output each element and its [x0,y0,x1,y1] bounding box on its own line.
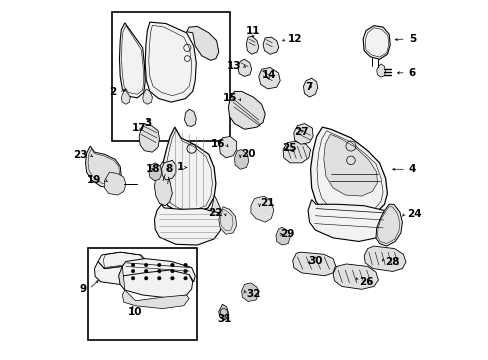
Text: 14: 14 [262,69,276,80]
Circle shape [183,269,187,273]
Text: 27: 27 [294,127,308,137]
Polygon shape [119,23,145,98]
Polygon shape [98,252,148,269]
Polygon shape [364,246,405,271]
Text: 5: 5 [408,34,415,44]
Text: 19: 19 [87,175,102,185]
Polygon shape [263,37,278,54]
Text: 31: 31 [217,314,232,324]
Polygon shape [250,196,273,222]
Polygon shape [246,36,258,54]
Circle shape [131,263,135,267]
Text: 1: 1 [176,162,183,172]
Text: 32: 32 [246,289,260,298]
Text: 25: 25 [282,143,296,153]
Polygon shape [283,141,310,163]
Polygon shape [154,204,222,245]
Text: 28: 28 [385,257,399,267]
Text: 29: 29 [280,229,294,239]
Text: 30: 30 [308,256,323,266]
Polygon shape [218,207,236,234]
Circle shape [170,276,174,280]
Polygon shape [148,163,162,181]
Text: 24: 24 [406,209,421,219]
Polygon shape [121,90,130,104]
Polygon shape [363,26,389,59]
Polygon shape [275,227,290,245]
Text: 3: 3 [144,118,151,128]
Polygon shape [154,161,172,206]
Polygon shape [238,59,251,76]
Polygon shape [104,172,125,195]
Text: 20: 20 [241,149,255,159]
Text: 16: 16 [210,139,224,149]
Circle shape [170,263,174,267]
Circle shape [157,263,161,267]
Circle shape [144,263,148,267]
Polygon shape [162,127,216,214]
Circle shape [157,276,161,280]
Polygon shape [186,26,218,60]
Polygon shape [292,252,335,276]
Polygon shape [139,123,159,152]
Polygon shape [145,22,196,102]
Bar [112,12,230,141]
Polygon shape [376,64,385,77]
Circle shape [170,269,174,273]
Polygon shape [228,91,264,129]
Polygon shape [323,134,377,196]
Text: 12: 12 [287,34,301,44]
Polygon shape [234,150,248,169]
Circle shape [157,269,161,273]
Polygon shape [241,283,258,301]
Text: 2: 2 [108,87,116,98]
Text: 22: 22 [208,208,223,218]
Text: 15: 15 [223,93,237,103]
Polygon shape [293,123,312,144]
Text: 23: 23 [73,150,87,160]
Text: 8: 8 [165,164,173,174]
Text: 10: 10 [128,307,142,317]
Polygon shape [375,204,402,246]
Polygon shape [218,304,228,320]
Circle shape [144,269,148,273]
Text: 7: 7 [305,82,312,92]
Text: 18: 18 [146,164,161,174]
Polygon shape [219,136,236,158]
Polygon shape [119,266,124,290]
Polygon shape [310,127,386,219]
Polygon shape [162,160,176,180]
Text: 11: 11 [245,26,260,36]
Text: 4: 4 [408,164,415,174]
Polygon shape [165,130,212,211]
Text: 13: 13 [226,61,241,71]
Polygon shape [94,261,141,284]
Text: 26: 26 [358,277,372,287]
Text: 9: 9 [80,284,86,294]
Circle shape [183,263,187,267]
Polygon shape [184,109,196,126]
Text: 17: 17 [132,123,146,133]
Polygon shape [303,78,317,97]
Polygon shape [307,200,389,242]
Text: 6: 6 [408,68,415,78]
Circle shape [183,276,187,280]
Bar [88,248,197,340]
Circle shape [144,276,148,280]
Polygon shape [122,290,189,309]
Polygon shape [85,146,121,188]
Polygon shape [119,265,192,298]
Polygon shape [332,264,378,289]
Polygon shape [208,195,222,234]
Text: 21: 21 [260,198,275,208]
Polygon shape [258,67,280,89]
Polygon shape [142,89,152,104]
Circle shape [131,269,135,273]
Polygon shape [120,258,195,282]
Circle shape [131,276,135,280]
